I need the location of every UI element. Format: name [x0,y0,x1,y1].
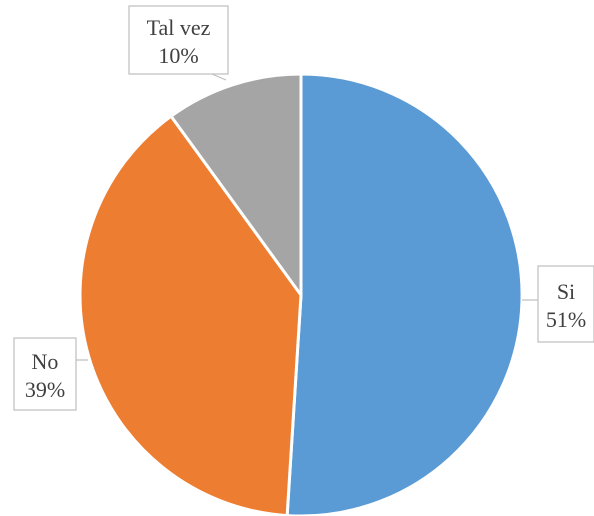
pie-slices [78,72,524,516]
data-label-tal-vez: Tal vez 10% [128,5,229,75]
value-label-no: 39% [25,377,65,402]
data-label-si: Si 51% [537,265,594,343]
callout-box-no [13,337,77,411]
data-label-no: No 39% [13,337,77,411]
pie-slice-si [285,72,524,516]
value-label-tal-vez: 10% [158,43,198,68]
value-label-si: 51% [546,307,586,332]
category-label-no: No [32,349,59,374]
category-label-tal-vez: Tal vez [147,15,211,40]
pie-slice-tal-vez [169,72,303,297]
callout-box-si [537,265,594,343]
category-label-si: Si [557,279,575,304]
leader-line-tal-vez [211,73,227,81]
callout-box-tal-vez [128,5,229,75]
pie-slice-no [78,114,303,516]
leader-lines [76,73,538,361]
data-labels: Si 51% No 39% Tal vez 10% [13,5,594,411]
